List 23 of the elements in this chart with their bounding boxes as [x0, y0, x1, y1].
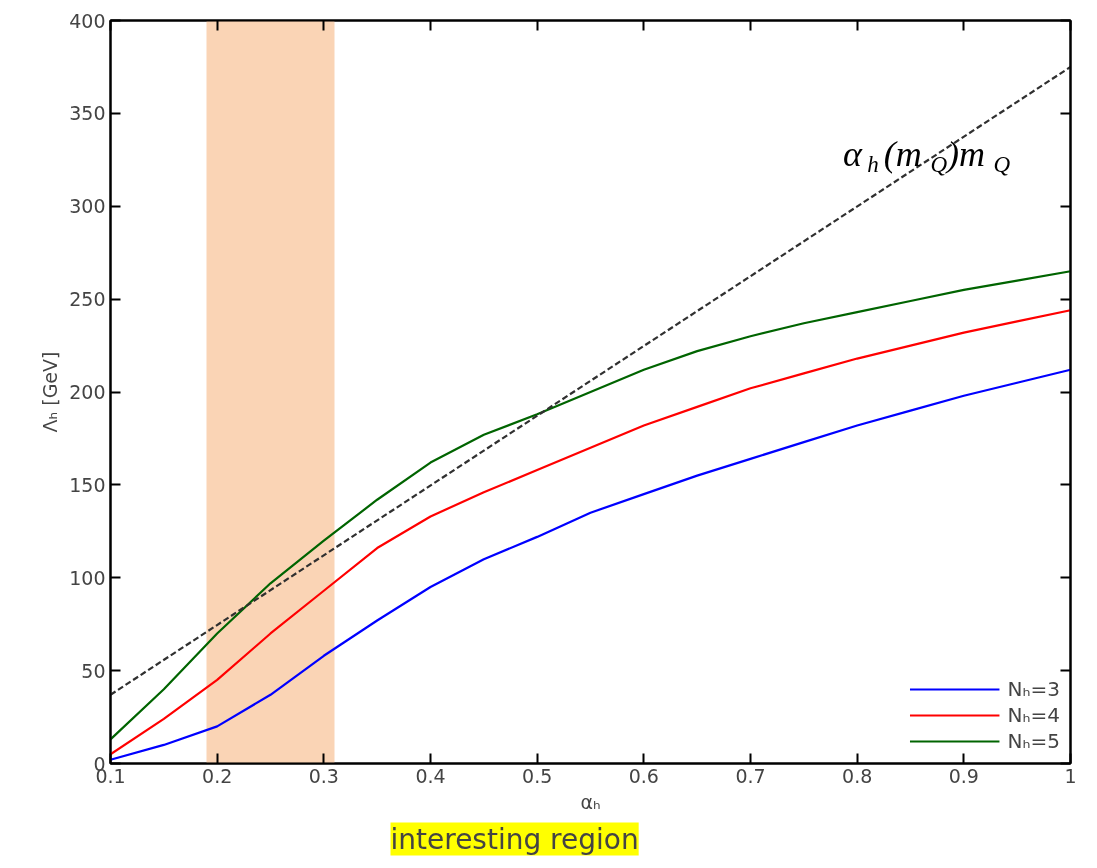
x-tick-label: 0.6	[628, 764, 659, 787]
y-tick-label: 100	[69, 566, 106, 589]
y-tick-label: 400	[69, 9, 106, 32]
x-tick-label: 0.2	[202, 764, 233, 787]
x-tick-label: 0.7	[735, 764, 766, 787]
y-axis-title: Λₕ [GeV]	[39, 351, 62, 433]
x-tick-label: 0.5	[522, 764, 553, 787]
legend-label: Nₕ=3	[1007, 677, 1060, 701]
x-tick-label: 0.9	[948, 764, 979, 787]
legend-label: Nₕ=4	[1007, 703, 1060, 727]
y-tick-label: 250	[69, 288, 106, 311]
band-label: interesting region	[390, 822, 639, 856]
y-tick-label: 50	[81, 659, 106, 682]
x-tick-label: 0.4	[415, 764, 446, 787]
y-tick-label: 350	[69, 102, 106, 125]
x-tick-label: 1	[1064, 764, 1077, 787]
x-tick-label: 0.3	[308, 764, 339, 787]
y-tick-label: 200	[69, 381, 106, 403]
x-axis-title: αₕ	[580, 790, 601, 813]
x-tick-label: 0.8	[842, 764, 873, 787]
legend-label: Nₕ=5	[1007, 729, 1060, 753]
y-tick-label: 150	[69, 473, 106, 496]
y-tick-label: 300	[69, 195, 106, 218]
